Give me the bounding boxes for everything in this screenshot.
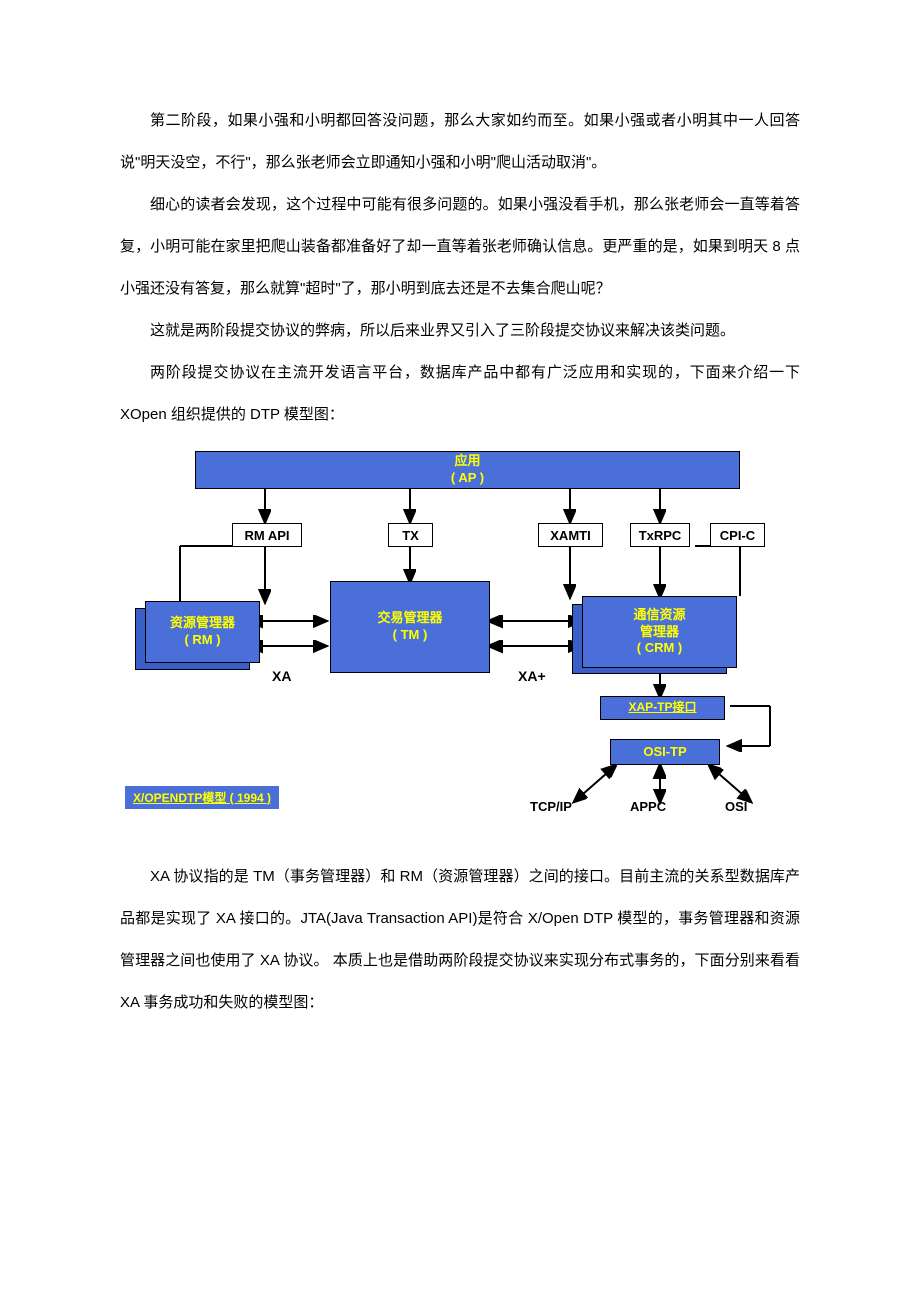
crm-label-3: ( CRM ) <box>637 640 683 657</box>
txrpc-box: TxRPC <box>630 523 690 547</box>
osi-label: OSI <box>725 799 747 814</box>
crm-label-1: 通信资源 <box>633 607 685 624</box>
rm-box: 资源管理器 ( RM ) <box>145 601 260 663</box>
xap-tp-label: XAP-TP接口 <box>628 700 696 716</box>
xamti-box: XAMTI <box>538 523 603 547</box>
paragraph-5: XA 协议指的是 TM（事务管理器）和 RM（资源管理器）之间的接口。目前主流的… <box>120 856 800 1024</box>
paragraph-4: 两阶段提交协议在主流开发语言平台，数据库产品中都有广泛应用和实现的，下面来介绍一… <box>120 352 800 436</box>
crm-label-2: 管理器 <box>640 624 679 641</box>
crm-box: 通信资源 管理器 ( CRM ) <box>582 596 737 668</box>
xa-plus-label: XA+ <box>518 668 546 684</box>
diagram-footer: X/OPENDTP模型 ( 1994 ) <box>125 786 279 809</box>
xa-label: XA <box>272 668 291 684</box>
tcpip-label: TCP/IP <box>530 799 572 814</box>
tx-box: TX <box>388 523 433 547</box>
dtp-model-diagram: 应用 ( AP ) RM API TX XAMTI TxRPC CPI-C 资源… <box>120 446 800 826</box>
xap-tp-box: XAP-TP接口 <box>600 696 725 720</box>
ap-label-1: 应用 <box>454 453 480 470</box>
ap-box: 应用 ( AP ) <box>195 451 740 489</box>
paragraph-2: 细心的读者会发现，这个过程中可能有很多问题的。如果小强没看手机，那么张老师会一直… <box>120 184 800 310</box>
appc-label: APPC <box>630 799 666 814</box>
rm-label-2: ( RM ) <box>184 632 220 649</box>
tm-box: 交易管理器 ( TM ) <box>330 581 490 673</box>
paragraph-1: 第二阶段，如果小强和小明都回答没问题，那么大家如约而至。如果小强或者小明其中一人… <box>120 100 800 184</box>
cpi-c-box: CPI-C <box>710 523 765 547</box>
ap-label-2: ( AP ) <box>451 470 484 487</box>
osi-tp-label: OSI-TP <box>643 744 686 761</box>
osi-tp-box: OSI-TP <box>610 739 720 765</box>
rm-label-1: 资源管理器 <box>170 615 235 632</box>
tm-label-1: 交易管理器 <box>377 610 442 627</box>
rm-api-box: RM API <box>232 523 302 547</box>
tm-label-2: ( TM ) <box>393 627 428 644</box>
paragraph-3: 这就是两阶段提交协议的弊病，所以后来业界又引入了三阶段提交协议来解决该类问题。 <box>120 310 800 352</box>
